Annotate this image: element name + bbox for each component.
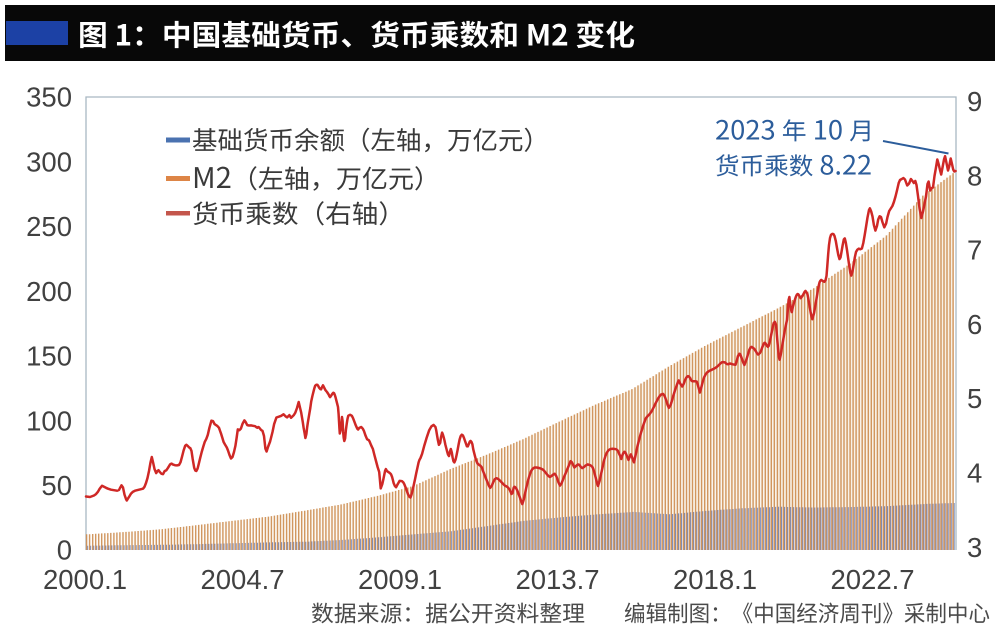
svg-text:2022.7: 2022.7 <box>830 564 914 595</box>
svg-text:7: 7 <box>967 235 982 266</box>
svg-text:6: 6 <box>967 309 982 340</box>
svg-text:2013.7: 2013.7 <box>515 564 599 595</box>
svg-text:50: 50 <box>41 470 72 501</box>
svg-text:5: 5 <box>967 383 982 414</box>
svg-text:2009.1: 2009.1 <box>358 564 442 595</box>
svg-text:100: 100 <box>26 405 72 436</box>
svg-text:2004.7: 2004.7 <box>200 564 284 595</box>
svg-text:350: 350 <box>26 82 72 113</box>
svg-text:9: 9 <box>967 86 982 117</box>
svg-text:250: 250 <box>26 211 72 242</box>
svg-text:3: 3 <box>967 532 982 563</box>
svg-text:0: 0 <box>57 535 72 566</box>
svg-text:8: 8 <box>967 160 982 191</box>
svg-text:2018.1: 2018.1 <box>673 564 757 595</box>
svg-text:200: 200 <box>26 276 72 307</box>
svg-text:4: 4 <box>967 458 982 489</box>
svg-text:2000.1: 2000.1 <box>43 564 127 595</box>
svg-text:300: 300 <box>26 146 72 177</box>
svg-text:150: 150 <box>26 341 72 372</box>
